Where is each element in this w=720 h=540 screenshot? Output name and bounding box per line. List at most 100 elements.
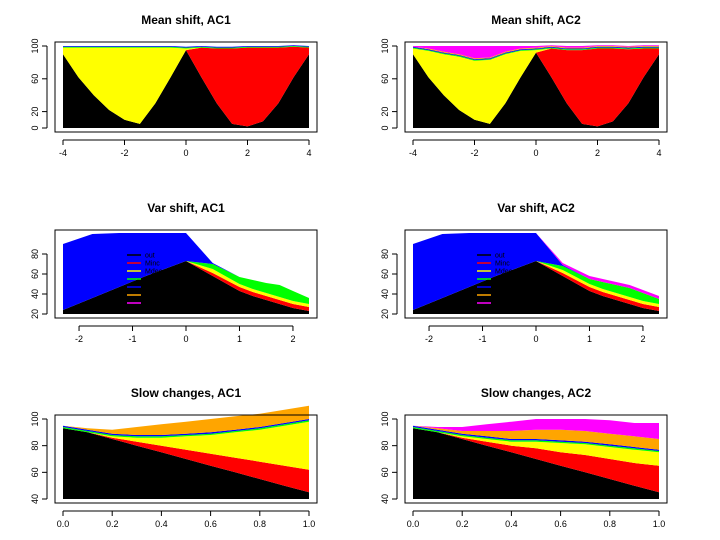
area-vdec [413,233,659,310]
x-tick-label: 0 [533,334,538,344]
x-tick-label: 0.0 [57,519,70,529]
y-tick-label: 40 [30,289,40,299]
y-tick-label: 60 [30,467,40,477]
y-tick-label: 0 [380,125,390,130]
x-tick-label: -2 [120,148,128,158]
plot-frame [404,229,668,319]
area-out [413,261,659,314]
area-vinc [63,46,309,49]
area-vinc [413,261,659,310]
chart-panel-2: Mean shift, AC2 -4 -2 0 2 4 0 20 60 100 [380,13,668,158]
x-tick-label: 2 [640,334,645,344]
chart-title: Slow changes, AC2 [481,386,592,400]
y-tick-label: 80 [380,441,390,451]
x-tick-label: 1 [587,334,592,344]
chart-title: Mean shift, AC1 [141,13,231,27]
legend-label-mdec: Mdec [495,269,513,276]
area-minc [413,428,659,493]
x-tick-label: -4 [409,148,417,158]
y-tick-label: 60 [380,74,390,84]
plot-frame [54,229,318,319]
area-vdec [63,419,309,437]
y-tick-label: 40 [380,494,390,504]
x-tick-label: -2 [425,334,433,344]
x-tick-label: 0.2 [456,519,469,529]
x-tick-label: 0 [183,148,188,158]
area-out [63,50,309,128]
y-tick-label: 20 [380,107,390,117]
area-slow [413,419,659,439]
area-mdec [413,48,659,124]
x-tick-label: 0.8 [254,519,267,529]
x-tick-label: -2 [75,334,83,344]
y-tick-label: 40 [380,289,390,299]
x-tick-label: 4 [656,148,661,158]
area-vinc [63,420,309,438]
area-out [413,52,659,128]
y-tick-label: 60 [380,269,390,279]
chart-panel-4: Var shift, AC2 -2 -1 0 1 2 20 40 60 80 outMincMdec… [380,201,668,344]
x-tick-label: -1 [129,334,137,344]
x-tick-label: -4 [59,148,67,158]
y-tick-label: 80 [30,249,40,259]
legend-label-vinc: Vinc [145,277,159,284]
legend-label-mdec: Mdec [145,269,163,276]
x-tick-label: 0.0 [407,519,420,529]
area-out [63,428,309,499]
y-tick-label: 60 [30,74,40,84]
area-vinc [413,47,659,61]
y-tick-label: 20 [30,309,40,319]
area-vdec [63,233,309,310]
y-tick-label: 100 [30,411,40,426]
legend-label-out: out [495,253,505,260]
x-tick-label: 0.6 [204,519,217,529]
chart-panel-5: Slow changes, AC1 0.0 0.2 0.4 0.6 0.8 1.0 40 60 8… [30,386,318,529]
chart-panel-6: Slow changes, AC2 0.0 0.2 0.4 0.6 0.8 1.0 40 60 8… [380,386,668,529]
legend-label-slow: slow [145,301,160,308]
area-minc [63,46,309,127]
chart-title: Slow changes, AC1 [131,386,242,400]
plot-frame [54,414,318,504]
x-tick-label: 0 [533,148,538,158]
x-tick-label: 0 [183,334,188,344]
x-tick-label: 0.2 [106,519,119,529]
legend-label-slow: slow [495,301,510,308]
x-tick-label: 2 [245,148,250,158]
x-tick-label: 0.8 [604,519,617,529]
chart-title: Var shift, AC2 [497,201,575,215]
y-tick-label: 60 [380,467,390,477]
y-tick-label: 20 [380,309,390,319]
x-tick-label: 1.0 [303,519,316,529]
y-tick-label: 60 [30,269,40,279]
y-tick-label: 100 [30,38,40,53]
x-tick-label: 2 [595,148,600,158]
area-vdec [413,46,659,60]
area-pauto [413,425,659,450]
legend-label-pauto: Pauto [495,293,513,300]
chart-title: Mean shift, AC2 [491,13,581,27]
legend-label-vinc: Vinc [495,277,509,284]
legend-label-out: out [145,253,155,260]
y-tick-label: 80 [30,441,40,451]
legend-label-vdec: Vdec [145,285,161,292]
area-vdec [63,45,309,48]
area-out [413,428,659,499]
x-tick-label: 1 [237,334,242,344]
chart-panel-3: Var shift, AC1 -2 -1 0 1 2 20 40 60 80 outMincMdec… [30,201,318,344]
x-tick-label: 2 [290,334,295,344]
chart-title: Var shift, AC1 [147,201,225,215]
legend-label-minc: Minc [145,261,160,268]
y-tick-label: 100 [380,411,390,426]
plot-frame [404,414,668,504]
legend-label-pauto: Pauto [145,293,163,300]
area-out [63,261,309,314]
chart-panel-1: Mean shift, AC1 -4 -2 0 2 4 0 20 60 100 [30,13,318,158]
area-slow [413,45,659,59]
plot-frame [54,41,318,133]
x-tick-label: 0.6 [554,519,567,529]
area-pauto [63,405,309,435]
x-tick-label: -1 [479,334,487,344]
x-tick-label: 4 [306,148,311,158]
x-tick-label: 0.4 [155,519,168,529]
y-tick-label: 0 [30,125,40,130]
